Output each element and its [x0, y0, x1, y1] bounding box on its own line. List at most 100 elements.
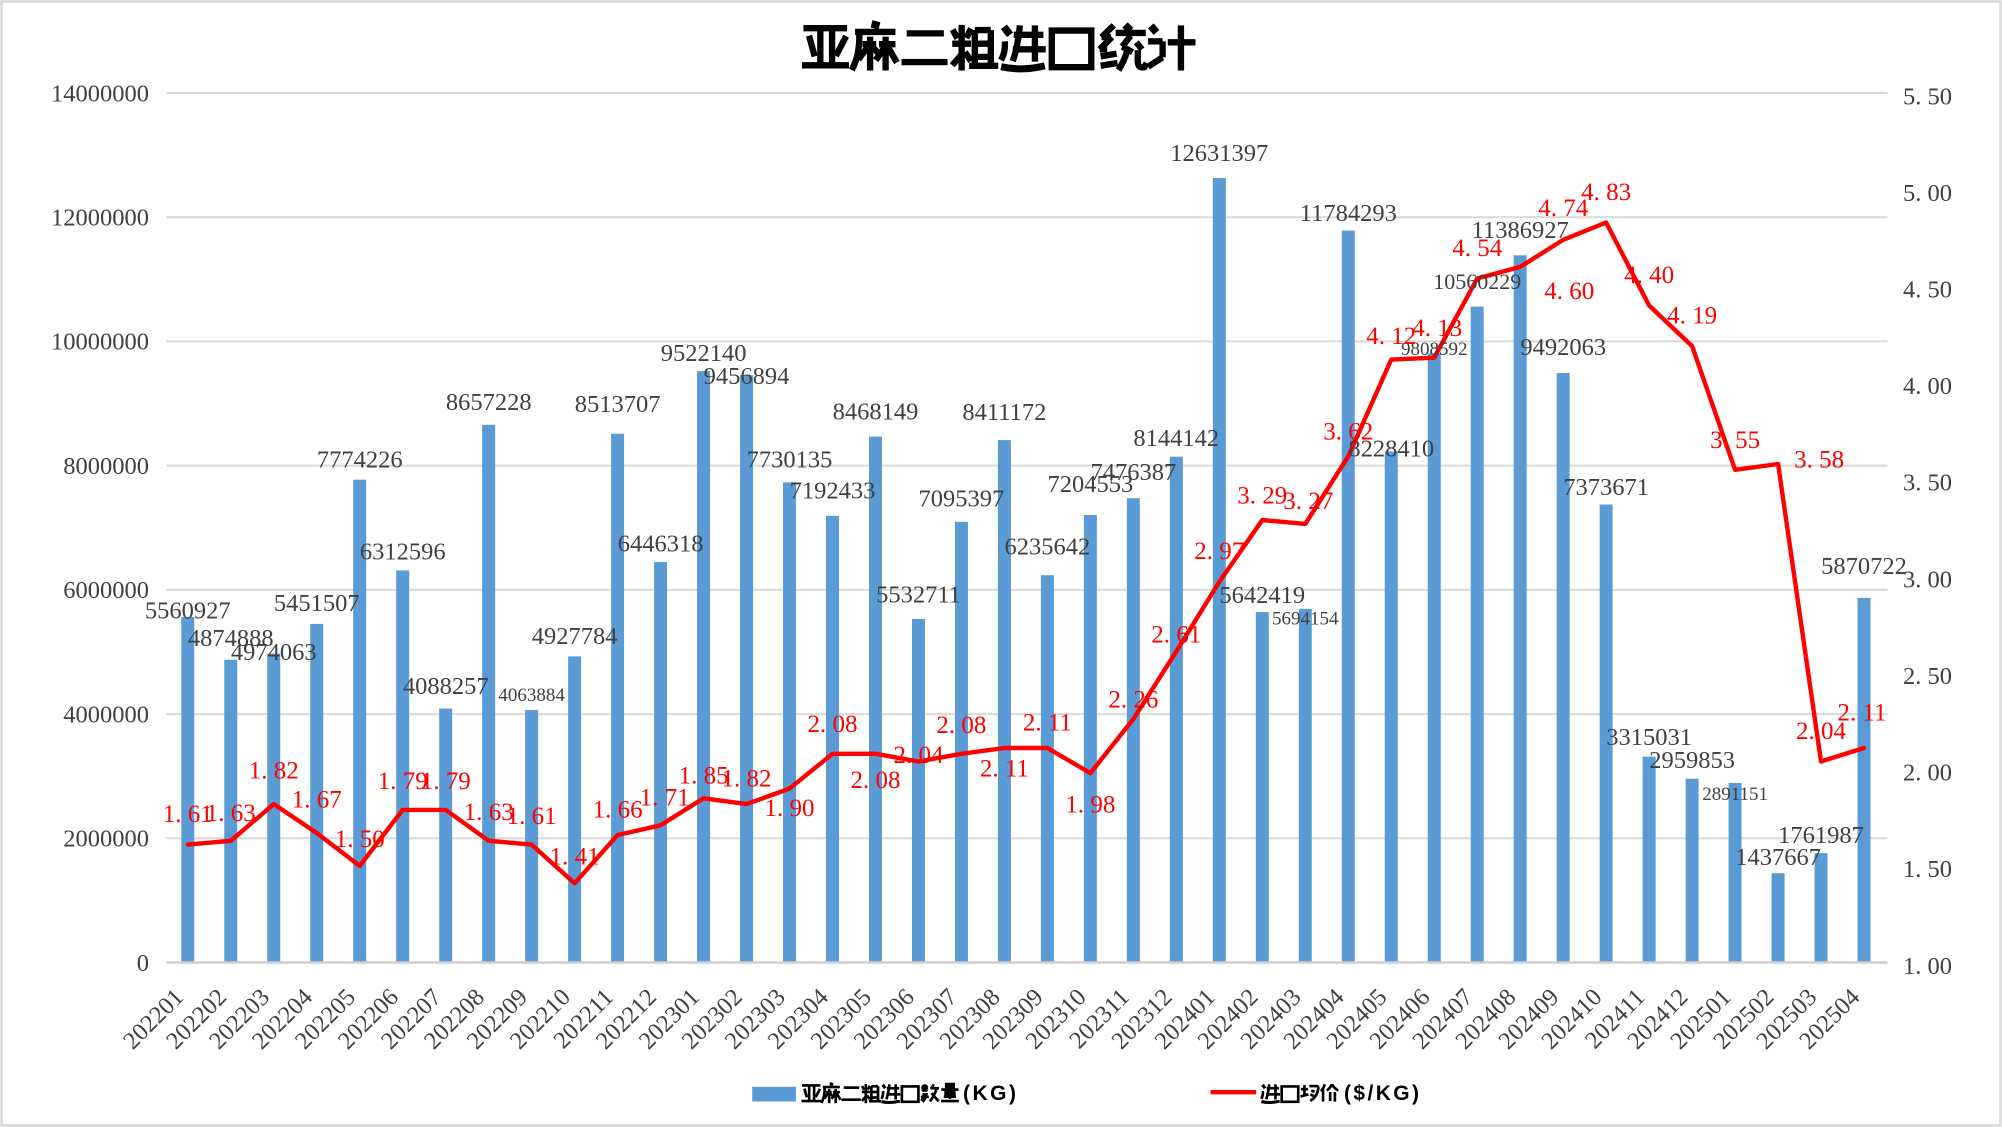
svg-text:8657228: 8657228	[446, 389, 532, 416]
svg-text:1. 63: 1. 63	[206, 800, 256, 827]
svg-text:1. 61: 1. 61	[163, 801, 213, 828]
svg-text:4088257: 4088257	[403, 673, 489, 700]
svg-text:5560927: 5560927	[145, 598, 231, 625]
svg-text:3315031: 3315031	[1606, 724, 1692, 751]
svg-text:2. 97: 2. 97	[1194, 538, 1244, 565]
svg-text:6446318: 6446318	[618, 530, 704, 557]
svg-text:1. 50: 1. 50	[1903, 856, 1952, 883]
svg-text:3. 50: 3. 50	[1903, 470, 1952, 497]
svg-text:1. 82: 1. 82	[249, 757, 299, 784]
svg-text:4927784: 4927784	[532, 623, 618, 650]
svg-text:9456894: 9456894	[704, 363, 790, 390]
svg-text:7774226: 7774226	[317, 447, 403, 474]
svg-text:4. 12: 4. 12	[1366, 323, 1416, 350]
svg-text:2891151: 2891151	[1702, 784, 1768, 805]
svg-text:7476387: 7476387	[1091, 459, 1177, 486]
svg-text:8411172: 8411172	[962, 399, 1046, 426]
svg-text:6000000: 6000000	[63, 577, 149, 604]
svg-text:6312596: 6312596	[360, 539, 446, 566]
svg-text:2. 50: 2. 50	[1903, 663, 1952, 690]
svg-text:2. 11: 2. 11	[980, 755, 1029, 782]
svg-text:8468149: 8468149	[833, 399, 919, 426]
svg-text:4874888: 4874888	[188, 625, 274, 652]
svg-text:8228410: 8228410	[1348, 436, 1434, 463]
svg-text:2. 00: 2. 00	[1903, 760, 1952, 787]
svg-text:1. 63: 1. 63	[464, 799, 514, 826]
svg-text:7204553: 7204553	[1048, 471, 1134, 498]
svg-text:4. 50: 4. 50	[1903, 277, 1952, 304]
svg-text:4. 13: 4. 13	[1412, 315, 1462, 342]
svg-text:1. 41: 1. 41	[550, 844, 600, 871]
svg-text:3. 62: 3. 62	[1323, 419, 1373, 446]
svg-text:3. 58: 3. 58	[1794, 446, 1844, 473]
svg-text:1. 50: 1. 50	[335, 826, 385, 853]
svg-text:3. 27: 3. 27	[1283, 488, 1333, 515]
svg-text:2. 08: 2. 08	[851, 767, 901, 794]
svg-text:2. 26: 2. 26	[1108, 686, 1158, 713]
svg-text:2000000: 2000000	[63, 826, 149, 853]
svg-text:1. 61: 1. 61	[507, 803, 557, 830]
svg-text:5694154: 5694154	[1272, 608, 1339, 629]
svg-text:1. 98: 1. 98	[1065, 791, 1115, 818]
svg-text:1437667: 1437667	[1735, 844, 1821, 871]
svg-text:2959853: 2959853	[1649, 747, 1735, 774]
svg-text:1. 79: 1. 79	[421, 768, 471, 795]
svg-text:5. 00: 5. 00	[1903, 180, 1952, 207]
svg-text:2. 04: 2. 04	[1796, 718, 1847, 745]
svg-text:4. 74: 4. 74	[1538, 195, 1589, 222]
svg-text:2. 61: 2. 61	[1151, 622, 1201, 649]
svg-text:3. 29: 3. 29	[1237, 482, 1287, 509]
svg-text:2. 04: 2. 04	[894, 742, 945, 769]
svg-text:4. 19: 4. 19	[1667, 302, 1717, 329]
svg-text:(KG): (KG)	[963, 1082, 1019, 1105]
svg-text:4974063: 4974063	[231, 639, 317, 666]
svg-text:12000000: 12000000	[51, 205, 149, 232]
svg-text:5. 50: 5. 50	[1903, 83, 1952, 110]
svg-text:($/KG): ($/KG)	[1344, 1082, 1421, 1105]
svg-text:1. 82: 1. 82	[722, 765, 772, 792]
svg-text:8000000: 8000000	[63, 453, 149, 480]
svg-text:1. 66: 1. 66	[593, 796, 643, 823]
svg-text:1. 71: 1. 71	[640, 785, 690, 812]
svg-text:7192433: 7192433	[790, 478, 876, 505]
svg-text:4. 54: 4. 54	[1452, 235, 1503, 262]
svg-text:0: 0	[137, 950, 149, 977]
svg-text:1761987: 1761987	[1778, 822, 1864, 849]
svg-text:7095397: 7095397	[919, 486, 1005, 513]
svg-text:3. 55: 3. 55	[1710, 427, 1760, 454]
svg-text:5451507: 5451507	[274, 590, 360, 617]
svg-text:4. 40: 4. 40	[1624, 262, 1674, 289]
svg-text:10000000: 10000000	[51, 329, 149, 356]
svg-text:9492063: 9492063	[1520, 334, 1606, 361]
svg-text:9522140: 9522140	[661, 340, 747, 367]
svg-text:2. 11: 2. 11	[1023, 709, 1072, 736]
svg-text:7730135: 7730135	[747, 447, 833, 474]
svg-text:2. 08: 2. 08	[936, 712, 986, 739]
svg-text:8513707: 8513707	[575, 391, 661, 418]
svg-text:9808592: 9808592	[1401, 339, 1468, 360]
svg-text:4. 60: 4. 60	[1544, 278, 1594, 305]
svg-text:3. 00: 3. 00	[1903, 566, 1952, 593]
svg-text:4063884: 4063884	[498, 685, 565, 706]
svg-text:10560229: 10560229	[1433, 269, 1521, 294]
svg-text:12631397: 12631397	[1170, 140, 1268, 167]
svg-text:11386927: 11386927	[1472, 217, 1569, 244]
svg-text:2. 11: 2. 11	[1837, 699, 1886, 726]
svg-text:8144142: 8144142	[1133, 425, 1219, 452]
svg-text:5642419: 5642419	[1219, 582, 1305, 609]
svg-text:7373671: 7373671	[1563, 474, 1649, 501]
svg-text:4. 00: 4. 00	[1903, 373, 1952, 400]
svg-text:1. 90: 1. 90	[765, 795, 815, 822]
svg-text:2. 08: 2. 08	[808, 711, 858, 738]
svg-text:5532711: 5532711	[876, 582, 961, 609]
svg-text:6235642: 6235642	[1005, 533, 1091, 560]
svg-text:11784293: 11784293	[1300, 200, 1397, 227]
svg-text:4. 83: 4. 83	[1581, 179, 1631, 206]
svg-text:4000000: 4000000	[63, 701, 149, 728]
svg-text:1. 79: 1. 79	[378, 768, 428, 795]
svg-text:1. 00: 1. 00	[1903, 953, 1952, 980]
svg-text:5870722: 5870722	[1821, 553, 1907, 580]
svg-text:1. 85: 1. 85	[679, 763, 729, 790]
svg-text:1. 67: 1. 67	[292, 786, 342, 813]
svg-text:14000000: 14000000	[51, 80, 149, 107]
